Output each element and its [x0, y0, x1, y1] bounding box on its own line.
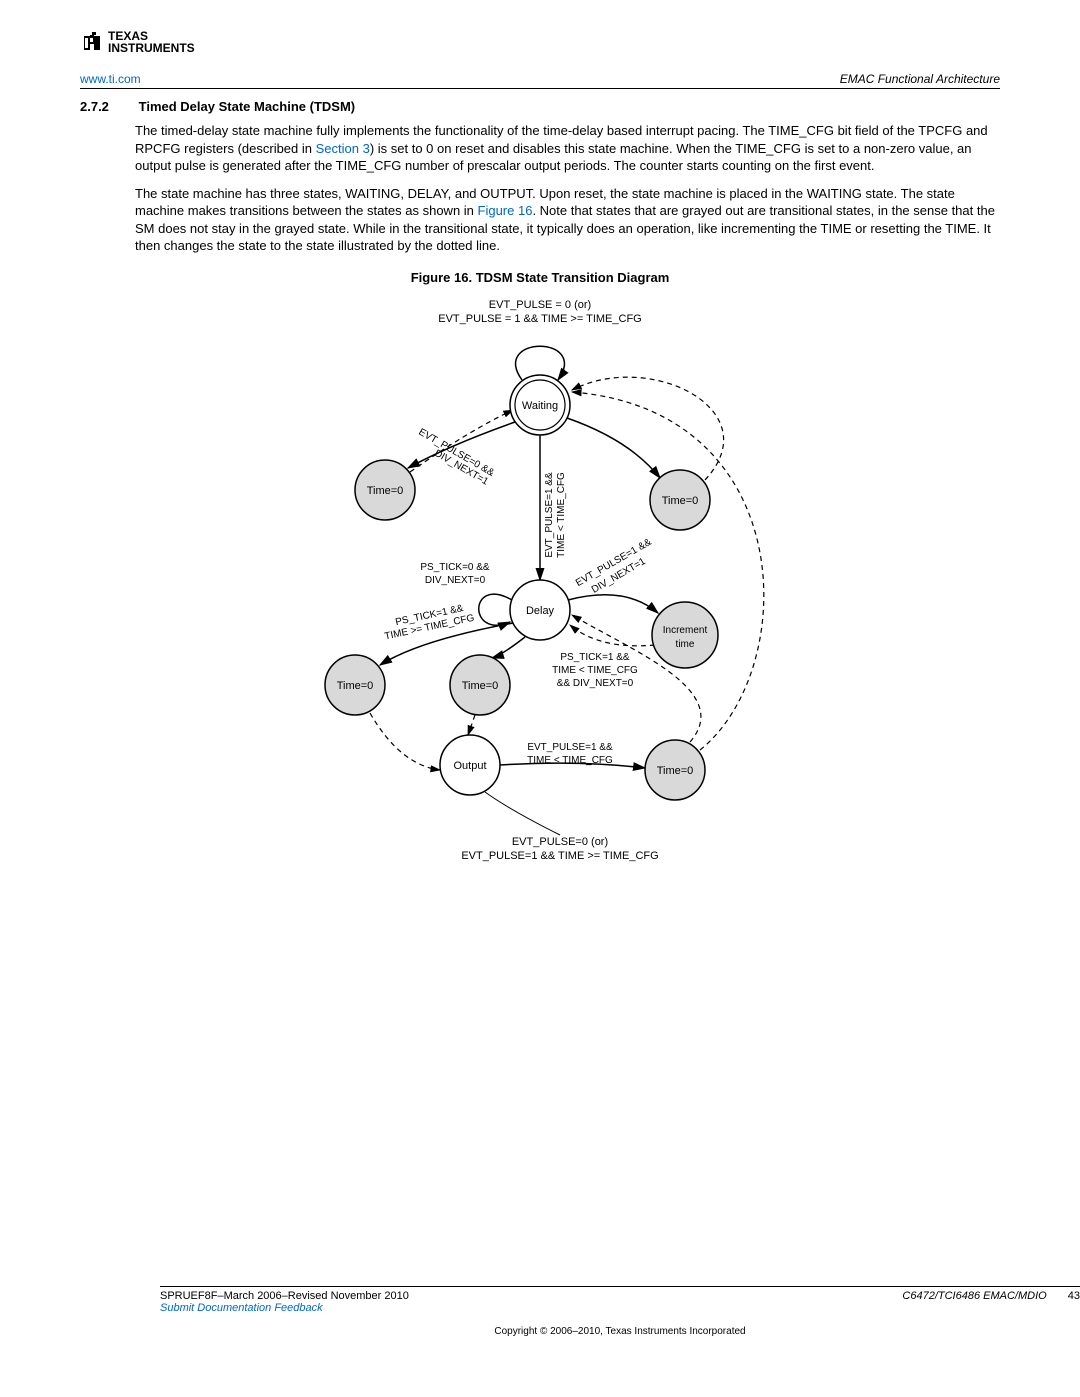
svg-text:EVT_PULSE=0 (or): EVT_PULSE=0 (or) [512, 836, 608, 848]
paragraph-1: The timed-delay state machine fully impl… [135, 122, 1000, 175]
page: TEXAS INSTRUMENTS www.ti.com EMAC Functi… [80, 30, 1000, 1367]
svg-text:Time=0: Time=0 [337, 680, 374, 692]
svg-text:Time=0: Time=0 [462, 680, 499, 692]
svg-text:PS_TICK=0 &&: PS_TICK=0 && [420, 562, 490, 573]
state-diagram: EVT_PULSE = 0 (or) EVT_PULSE = 1 && TIME … [280, 290, 800, 910]
ti-logo-icon [80, 30, 104, 54]
paragraph-2: The state machine has three states, WAIT… [135, 185, 1000, 255]
copyright: Copyright © 2006–2010, Texas Instruments… [160, 1326, 1080, 1337]
ti-logo: TEXAS INSTRUMENTS [80, 30, 195, 54]
svg-text:Waiting: Waiting [522, 400, 558, 412]
svg-text:Time=0: Time=0 [662, 495, 699, 507]
site-url-link[interactable]: www.ti.com [80, 72, 141, 86]
footer-right: C6472/TCI6486 EMAC/MDIO 43 [902, 1290, 1080, 1314]
svg-text:Output: Output [453, 760, 486, 772]
svg-text:EVT_PULSE = 0 (or): EVT_PULSE = 0 (or) [489, 299, 591, 311]
svg-text:TIME < TIME_CFG: TIME < TIME_CFG [527, 755, 613, 766]
page-number: 43 [1068, 1290, 1080, 1302]
logo-text-2: INSTRUMENTS [108, 42, 195, 54]
footer-left: SPRUEF8F–March 2006–Revised November 201… [160, 1290, 409, 1314]
svg-text:EVT_PULSE = 1 && TIME >= TIME_: EVT_PULSE = 1 && TIME >= TIME_CFG [438, 313, 641, 325]
section-number: 2.7.2 [80, 99, 135, 114]
submit-feedback-link[interactable]: Submit Documentation Feedback [160, 1302, 323, 1314]
doc-title: C6472/TCI6486 EMAC/MDIO [902, 1290, 1046, 1302]
section3-link[interactable]: Section 3 [316, 141, 370, 156]
figure16-link[interactable]: Figure 16 [478, 203, 533, 218]
svg-text:PS_TICK=1 &&: PS_TICK=1 && [560, 652, 630, 663]
footer: SPRUEF8F–March 2006–Revised November 201… [160, 1286, 1080, 1337]
svg-text:EVT_PULSE=1 && TIME >= TIME_CF: EVT_PULSE=1 && TIME >= TIME_CFG [461, 850, 658, 862]
svg-text:Delay: Delay [526, 605, 555, 617]
section-title: Timed Delay State Machine (TDSM) [139, 99, 355, 114]
svg-text:TIME < TIME_CFG: TIME < TIME_CFG [552, 665, 638, 676]
logo-area: TEXAS INSTRUMENTS [80, 30, 1000, 57]
doc-id: SPRUEF8F–March 2006–Revised November 201… [160, 1290, 409, 1302]
figure-caption: Figure 16. TDSM State Transition Diagram [80, 270, 1000, 285]
svg-text:&& DIV_NEXT=0: && DIV_NEXT=0 [557, 678, 634, 689]
svg-text:time: time [676, 639, 695, 650]
svg-text:TIME < TIME_CFG: TIME < TIME_CFG [556, 472, 567, 558]
svg-text:DIV_NEXT=0: DIV_NEXT=0 [425, 575, 486, 586]
svg-text:Time=0: Time=0 [367, 485, 404, 497]
svg-text:Increment: Increment [663, 625, 708, 636]
svg-text:Time=0: Time=0 [657, 765, 694, 777]
section-label: EMAC Functional Architecture [840, 72, 1000, 86]
section-header: 2.7.2 Timed Delay State Machine (TDSM) [80, 99, 1000, 114]
svg-text:EVT_PULSE=1 &&: EVT_PULSE=1 && [527, 742, 613, 753]
svg-text:EVT_PULSE=1 &&: EVT_PULSE=1 && [544, 472, 555, 558]
header-bar: www.ti.com EMAC Functional Architecture [80, 72, 1000, 89]
